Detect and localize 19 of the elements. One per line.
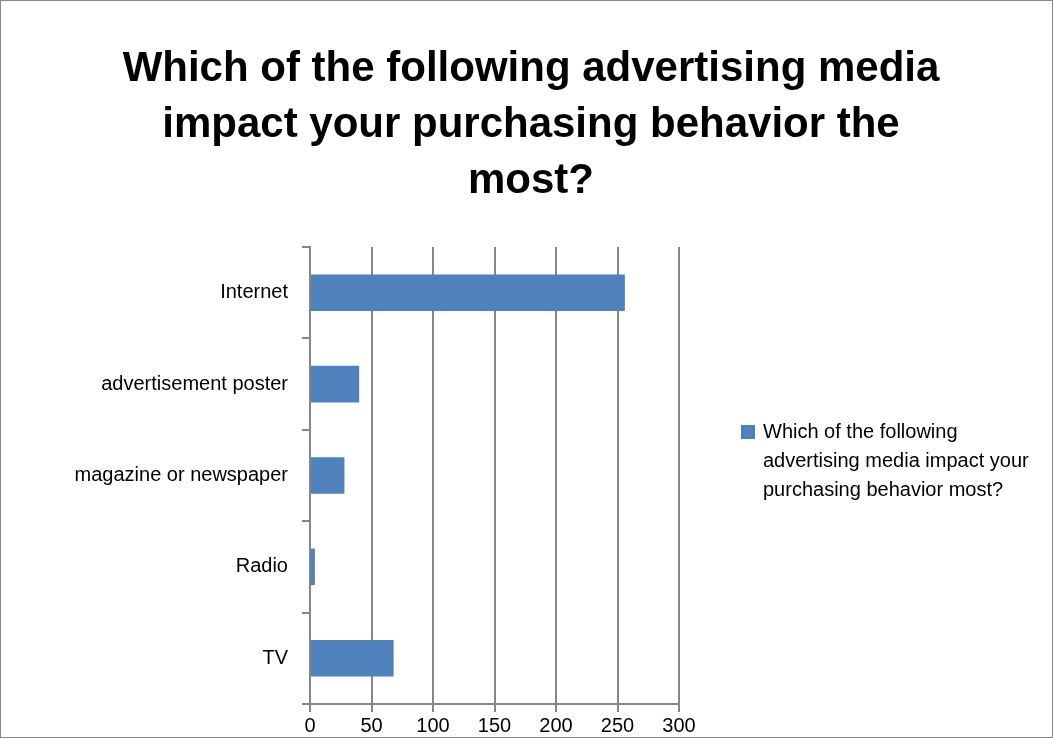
bar [311, 365, 360, 403]
bar [311, 457, 345, 494]
x-tick-label: 100 [416, 713, 450, 736]
chart-title: Which of the following advertising media impact your purchasing behavior the most? [121, 42, 941, 204]
bar [311, 548, 315, 586]
y-tick-label: magazine or newspaper [74, 463, 289, 486]
x-tick-label: 50 [360, 713, 383, 736]
x-tick-label: 150 [477, 713, 512, 736]
x-tick-label: 0 [304, 713, 316, 736]
y-tick-label: Radio [235, 554, 288, 577]
x-tick-label: 300 [662, 713, 696, 736]
bar [311, 274, 625, 311]
y-tick-label: TV [262, 645, 289, 668]
bar [311, 640, 394, 677]
y-tick-label: Internet [220, 280, 289, 303]
x-tick-label: 200 [539, 713, 573, 736]
legend-label: Which of the following advertising media impact your purchasing behavior most? [763, 419, 1030, 502]
y-tick-label: advertisement poster [101, 371, 289, 394]
x-tick-label: 250 [600, 713, 635, 736]
